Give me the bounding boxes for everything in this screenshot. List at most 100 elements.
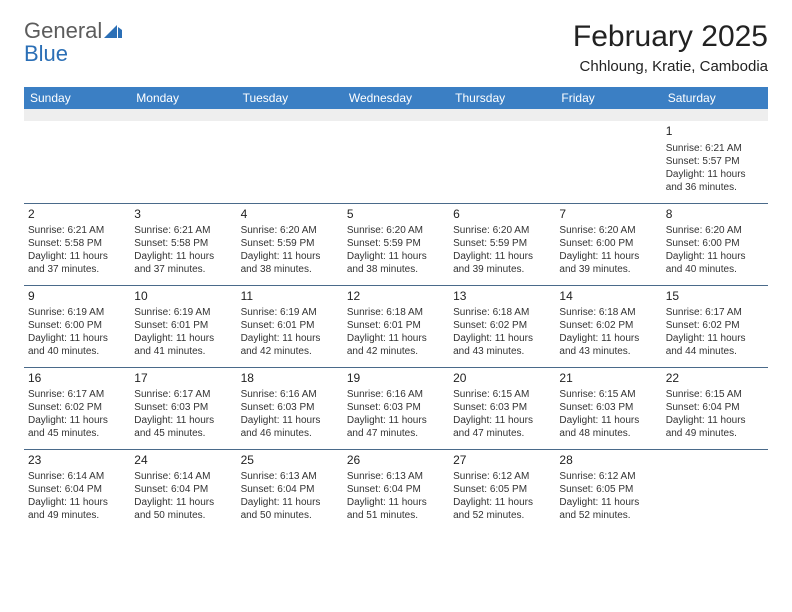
month-title: February 2025 [573,20,768,54]
day-cell: 1Sunrise: 6:21 AMSunset: 5:57 PMDaylight… [662,121,768,203]
day-header: Thursday [449,87,555,109]
day-cell: 9Sunrise: 6:19 AMSunset: 6:00 PMDaylight… [24,285,130,367]
day-cell: 8Sunrise: 6:20 AMSunset: 6:00 PMDaylight… [662,203,768,285]
sunset-line: Sunset: 6:05 PM [559,483,657,496]
day-number: 14 [559,289,657,305]
sunrise-line: Sunrise: 6:16 AM [241,388,339,401]
week-row: 9Sunrise: 6:19 AMSunset: 6:00 PMDaylight… [24,285,768,367]
spacer-row [24,109,768,121]
day-number: 12 [347,289,445,305]
day-cell [662,449,768,531]
day-cell: 13Sunrise: 6:18 AMSunset: 6:02 PMDayligh… [449,285,555,367]
sunrise-line: Sunrise: 6:16 AM [347,388,445,401]
sunrise-line: Sunrise: 6:17 AM [666,306,764,319]
day-header: Monday [130,87,236,109]
sunset-line: Sunset: 6:04 PM [28,483,126,496]
logo-word1: General [24,18,102,43]
day-number: 21 [559,371,657,387]
sunset-line: Sunset: 6:00 PM [28,319,126,332]
day-cell: 2Sunrise: 6:21 AMSunset: 5:58 PMDaylight… [24,203,130,285]
daylight-line: Daylight: 11 hours and 42 minutes. [347,332,445,358]
week-row: 23Sunrise: 6:14 AMSunset: 6:04 PMDayligh… [24,449,768,531]
sunrise-line: Sunrise: 6:19 AM [241,306,339,319]
sunset-line: Sunset: 6:03 PM [559,401,657,414]
daylight-line: Daylight: 11 hours and 40 minutes. [666,250,764,276]
day-cell: 10Sunrise: 6:19 AMSunset: 6:01 PMDayligh… [130,285,236,367]
day-cell: 5Sunrise: 6:20 AMSunset: 5:59 PMDaylight… [343,203,449,285]
sunrise-line: Sunrise: 6:21 AM [134,224,232,237]
sunrise-line: Sunrise: 6:21 AM [666,142,764,155]
title-block: February 2025 Chhloung, Kratie, Cambodia [573,20,768,75]
day-cell: 11Sunrise: 6:19 AMSunset: 6:01 PMDayligh… [237,285,343,367]
daylight-line: Daylight: 11 hours and 52 minutes. [559,496,657,522]
daylight-line: Daylight: 11 hours and 37 minutes. [28,250,126,276]
sunset-line: Sunset: 6:04 PM [241,483,339,496]
daylight-line: Daylight: 11 hours and 50 minutes. [241,496,339,522]
daylight-line: Daylight: 11 hours and 47 minutes. [453,414,551,440]
sunset-line: Sunset: 6:01 PM [241,319,339,332]
day-number: 9 [28,289,126,305]
week-row: 2Sunrise: 6:21 AMSunset: 5:58 PMDaylight… [24,203,768,285]
day-number: 23 [28,453,126,469]
sunrise-line: Sunrise: 6:13 AM [241,470,339,483]
sunrise-line: Sunrise: 6:19 AM [28,306,126,319]
calendar-body: 1Sunrise: 6:21 AMSunset: 5:57 PMDaylight… [24,121,768,531]
sunrise-line: Sunrise: 6:21 AM [28,224,126,237]
week-row: 1Sunrise: 6:21 AMSunset: 5:57 PMDaylight… [24,121,768,203]
sunset-line: Sunset: 6:02 PM [453,319,551,332]
day-cell: 25Sunrise: 6:13 AMSunset: 6:04 PMDayligh… [237,449,343,531]
sunrise-line: Sunrise: 6:17 AM [134,388,232,401]
day-cell: 12Sunrise: 6:18 AMSunset: 6:01 PMDayligh… [343,285,449,367]
day-cell: 17Sunrise: 6:17 AMSunset: 6:03 PMDayligh… [130,367,236,449]
sunrise-line: Sunrise: 6:17 AM [28,388,126,401]
day-cell: 4Sunrise: 6:20 AMSunset: 5:59 PMDaylight… [237,203,343,285]
sunrise-line: Sunrise: 6:19 AM [134,306,232,319]
logo: General Blue [24,20,122,66]
day-number: 17 [134,371,232,387]
day-number: 15 [666,289,764,305]
daylight-line: Daylight: 11 hours and 45 minutes. [28,414,126,440]
sunset-line: Sunset: 6:04 PM [347,483,445,496]
calendar-table: Sunday Monday Tuesday Wednesday Thursday… [24,87,768,531]
daylight-line: Daylight: 11 hours and 43 minutes. [453,332,551,358]
day-cell: 19Sunrise: 6:16 AMSunset: 6:03 PMDayligh… [343,367,449,449]
day-header: Saturday [662,87,768,109]
day-header: Wednesday [343,87,449,109]
day-number: 8 [666,207,764,223]
day-header: Tuesday [237,87,343,109]
day-number: 7 [559,207,657,223]
day-cell: 21Sunrise: 6:15 AMSunset: 6:03 PMDayligh… [555,367,661,449]
sunset-line: Sunset: 6:02 PM [666,319,764,332]
sunrise-line: Sunrise: 6:15 AM [453,388,551,401]
sunset-line: Sunset: 5:59 PM [453,237,551,250]
daylight-line: Daylight: 11 hours and 40 minutes. [28,332,126,358]
day-number: 2 [28,207,126,223]
day-number: 13 [453,289,551,305]
day-header: Sunday [24,87,130,109]
daylight-line: Daylight: 11 hours and 42 minutes. [241,332,339,358]
sunset-line: Sunset: 6:05 PM [453,483,551,496]
day-number: 19 [347,371,445,387]
day-cell [24,121,130,203]
day-cell: 16Sunrise: 6:17 AMSunset: 6:02 PMDayligh… [24,367,130,449]
daylight-line: Daylight: 11 hours and 39 minutes. [453,250,551,276]
day-number: 16 [28,371,126,387]
day-cell: 28Sunrise: 6:12 AMSunset: 6:05 PMDayligh… [555,449,661,531]
daylight-line: Daylight: 11 hours and 38 minutes. [241,250,339,276]
sunrise-line: Sunrise: 6:15 AM [666,388,764,401]
day-cell: 6Sunrise: 6:20 AMSunset: 5:59 PMDaylight… [449,203,555,285]
daylight-line: Daylight: 11 hours and 50 minutes. [134,496,232,522]
day-cell: 27Sunrise: 6:12 AMSunset: 6:05 PMDayligh… [449,449,555,531]
sunrise-line: Sunrise: 6:20 AM [347,224,445,237]
day-number: 26 [347,453,445,469]
sunrise-line: Sunrise: 6:18 AM [347,306,445,319]
daylight-line: Daylight: 11 hours and 43 minutes. [559,332,657,358]
day-cell [237,121,343,203]
sunset-line: Sunset: 6:03 PM [241,401,339,414]
daylight-line: Daylight: 11 hours and 38 minutes. [347,250,445,276]
sunrise-line: Sunrise: 6:15 AM [559,388,657,401]
day-cell: 18Sunrise: 6:16 AMSunset: 6:03 PMDayligh… [237,367,343,449]
daylight-line: Daylight: 11 hours and 51 minutes. [347,496,445,522]
day-cell: 3Sunrise: 6:21 AMSunset: 5:58 PMDaylight… [130,203,236,285]
day-cell: 14Sunrise: 6:18 AMSunset: 6:02 PMDayligh… [555,285,661,367]
